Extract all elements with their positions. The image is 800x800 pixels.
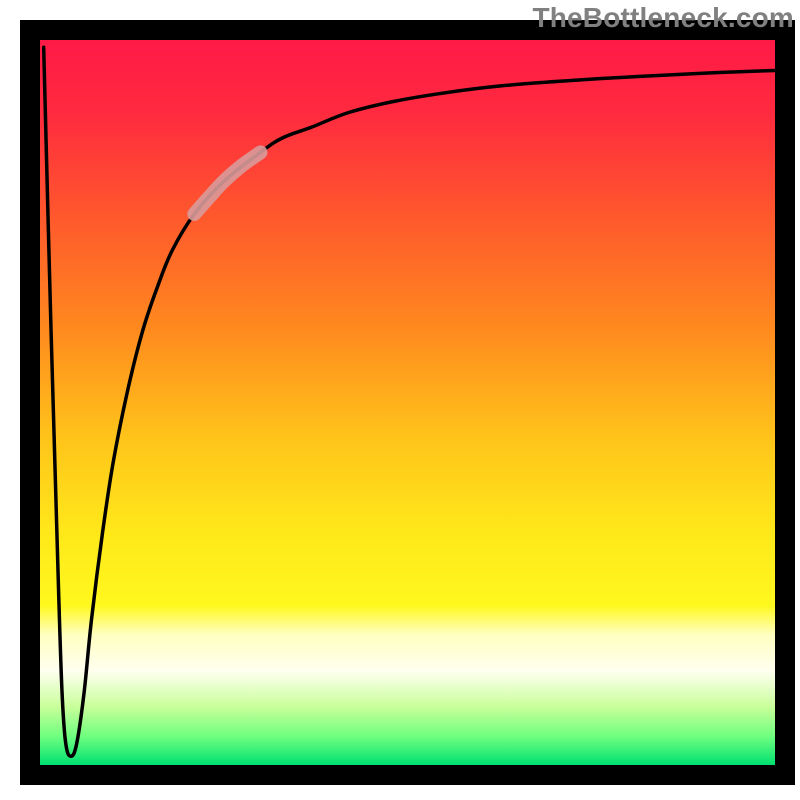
bottleneck-chart: TheBottleneck.com	[0, 0, 800, 800]
plot-group	[30, 30, 785, 775]
plot-background	[40, 40, 775, 765]
chart-svg	[0, 0, 800, 800]
